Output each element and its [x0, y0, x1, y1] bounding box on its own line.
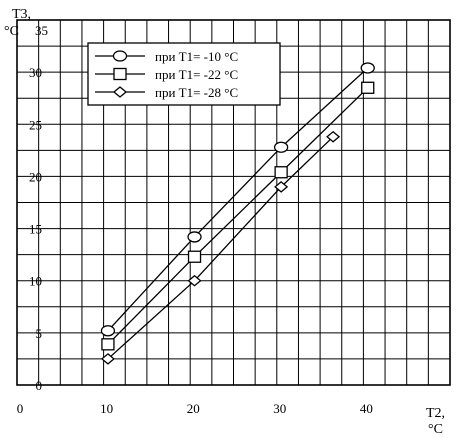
x-tick-label: 30 — [273, 401, 286, 416]
x-axis-unit: °C — [428, 422, 443, 437]
x-tick-label: 20 — [187, 401, 200, 416]
square-marker — [187, 250, 202, 263]
circle-marker — [187, 231, 202, 243]
diamond-marker — [187, 274, 202, 287]
y-tick-label: 30 — [29, 65, 42, 80]
y-tick-label: 35 — [35, 23, 48, 38]
y-axis-unit: °C — [4, 24, 19, 39]
legend-label: при T1= -22 °C — [155, 67, 238, 82]
diamond-marker — [326, 130, 341, 143]
legend-circle-marker — [112, 50, 128, 62]
square-marker — [101, 338, 115, 351]
legend-item: при T1= -10 °C — [95, 49, 238, 64]
square-marker — [361, 81, 375, 94]
y-tick-label: 5 — [36, 326, 43, 341]
x-tick-label: 10 — [100, 401, 113, 416]
legend-label: при T1= -10 °C — [155, 49, 238, 64]
y-axis-label: T3, — [12, 7, 31, 22]
plot-frame — [16, 19, 451, 386]
legend: при T1= -10 °C при T1= -22 °C при T1= -28 … — [87, 42, 281, 106]
series-line — [107, 87, 369, 345]
diamond-marker — [274, 181, 289, 193]
series-layer — [100, 62, 375, 365]
diamond-marker — [100, 353, 115, 365]
series-1 — [100, 62, 375, 337]
legend-item: при T1= -28 °C — [95, 85, 238, 100]
legend-diamond-marker — [112, 86, 128, 98]
y-tick-label: 15 — [29, 222, 42, 237]
series-2 — [101, 81, 375, 351]
series-line — [107, 67, 369, 332]
legend-item: при T1= -22 °C — [95, 67, 238, 82]
square-marker — [274, 166, 288, 179]
legend-square-marker — [113, 67, 127, 81]
y-tick-label: 0 — [36, 378, 43, 393]
legend-label: при T1= -28 °C — [155, 85, 238, 100]
circle-marker — [360, 62, 375, 74]
tick-labels: 0 10 20 30 40 0 5 10 15 20 25 30 35 — [17, 23, 373, 416]
x-axis-label: T2, — [426, 406, 445, 421]
circle-marker — [273, 141, 289, 153]
y-tick-label: 20 — [29, 169, 42, 184]
series-line — [107, 136, 334, 360]
circle-marker — [100, 325, 116, 337]
x-tick-label: 0 — [17, 401, 24, 416]
y-tick-label: 10 — [29, 274, 42, 289]
y-tick-label: 25 — [29, 117, 42, 132]
x-tick-label: 40 — [360, 401, 373, 416]
series-3 — [100, 130, 341, 365]
